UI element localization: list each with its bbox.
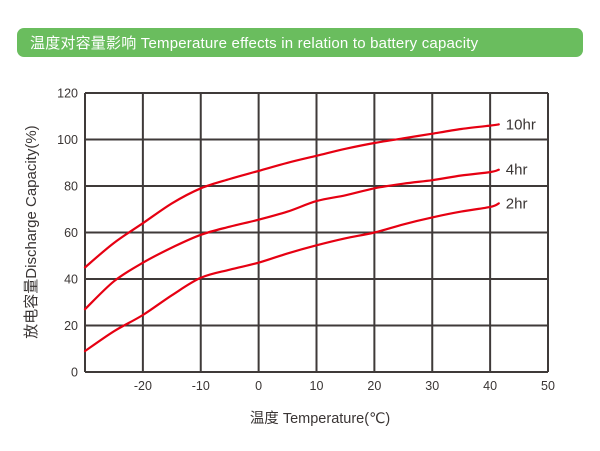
series-label-layer: 10hr 4hr 2hr: [506, 116, 536, 212]
y-tick-label: 100: [57, 133, 78, 147]
x-tick-label: 10: [310, 379, 324, 393]
y-tick-label: 0: [71, 366, 78, 380]
y-axis-title: 放电容量Discharge Capacity(%): [23, 125, 40, 339]
x-tick-label: 40: [483, 379, 497, 393]
y-tick-label: 120: [57, 87, 78, 101]
grid-layer: [84, 92, 549, 373]
x-tick-label: -20: [134, 379, 152, 393]
x-tick-label: 50: [541, 379, 555, 393]
y-tick-label: 60: [64, 226, 78, 240]
curve-10hr: [83, 123, 500, 269]
header-banner: 温度对容量影响 Temperature effects in relation …: [17, 28, 583, 57]
x-axis-title: 温度 Temperature(℃): [249, 411, 391, 427]
series-label-10hr: 10hr: [506, 116, 536, 133]
banner-title: 温度对容量影响 Temperature effects in relation …: [30, 35, 479, 52]
x-tick-label: -10: [192, 379, 210, 393]
x-tick-label: 0: [255, 379, 262, 393]
y-tick-label: 20: [64, 319, 78, 333]
series-label-2hr: 2hr: [506, 195, 528, 212]
tick-layer: -20 -10 0 10 20 30 40 50 0 20 40 60 80 100 120: [57, 87, 555, 394]
y-tick-label: 40: [64, 273, 78, 287]
x-tick-label: 20: [367, 379, 381, 393]
curve-2hr: [83, 202, 500, 353]
curve-4hr: [83, 168, 500, 311]
series-label-4hr: 4hr: [506, 162, 528, 179]
curve-layer: [83, 123, 500, 353]
x-tick-label: 30: [425, 379, 439, 393]
y-tick-label: 80: [64, 180, 78, 194]
